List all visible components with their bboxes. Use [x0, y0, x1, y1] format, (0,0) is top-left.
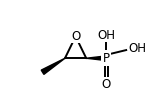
Polygon shape — [41, 58, 65, 74]
Polygon shape — [86, 56, 106, 61]
Text: OH: OH — [97, 29, 115, 42]
Text: O: O — [71, 30, 80, 43]
Text: O: O — [102, 78, 111, 91]
Text: P: P — [103, 52, 110, 65]
Text: OH: OH — [128, 42, 146, 55]
